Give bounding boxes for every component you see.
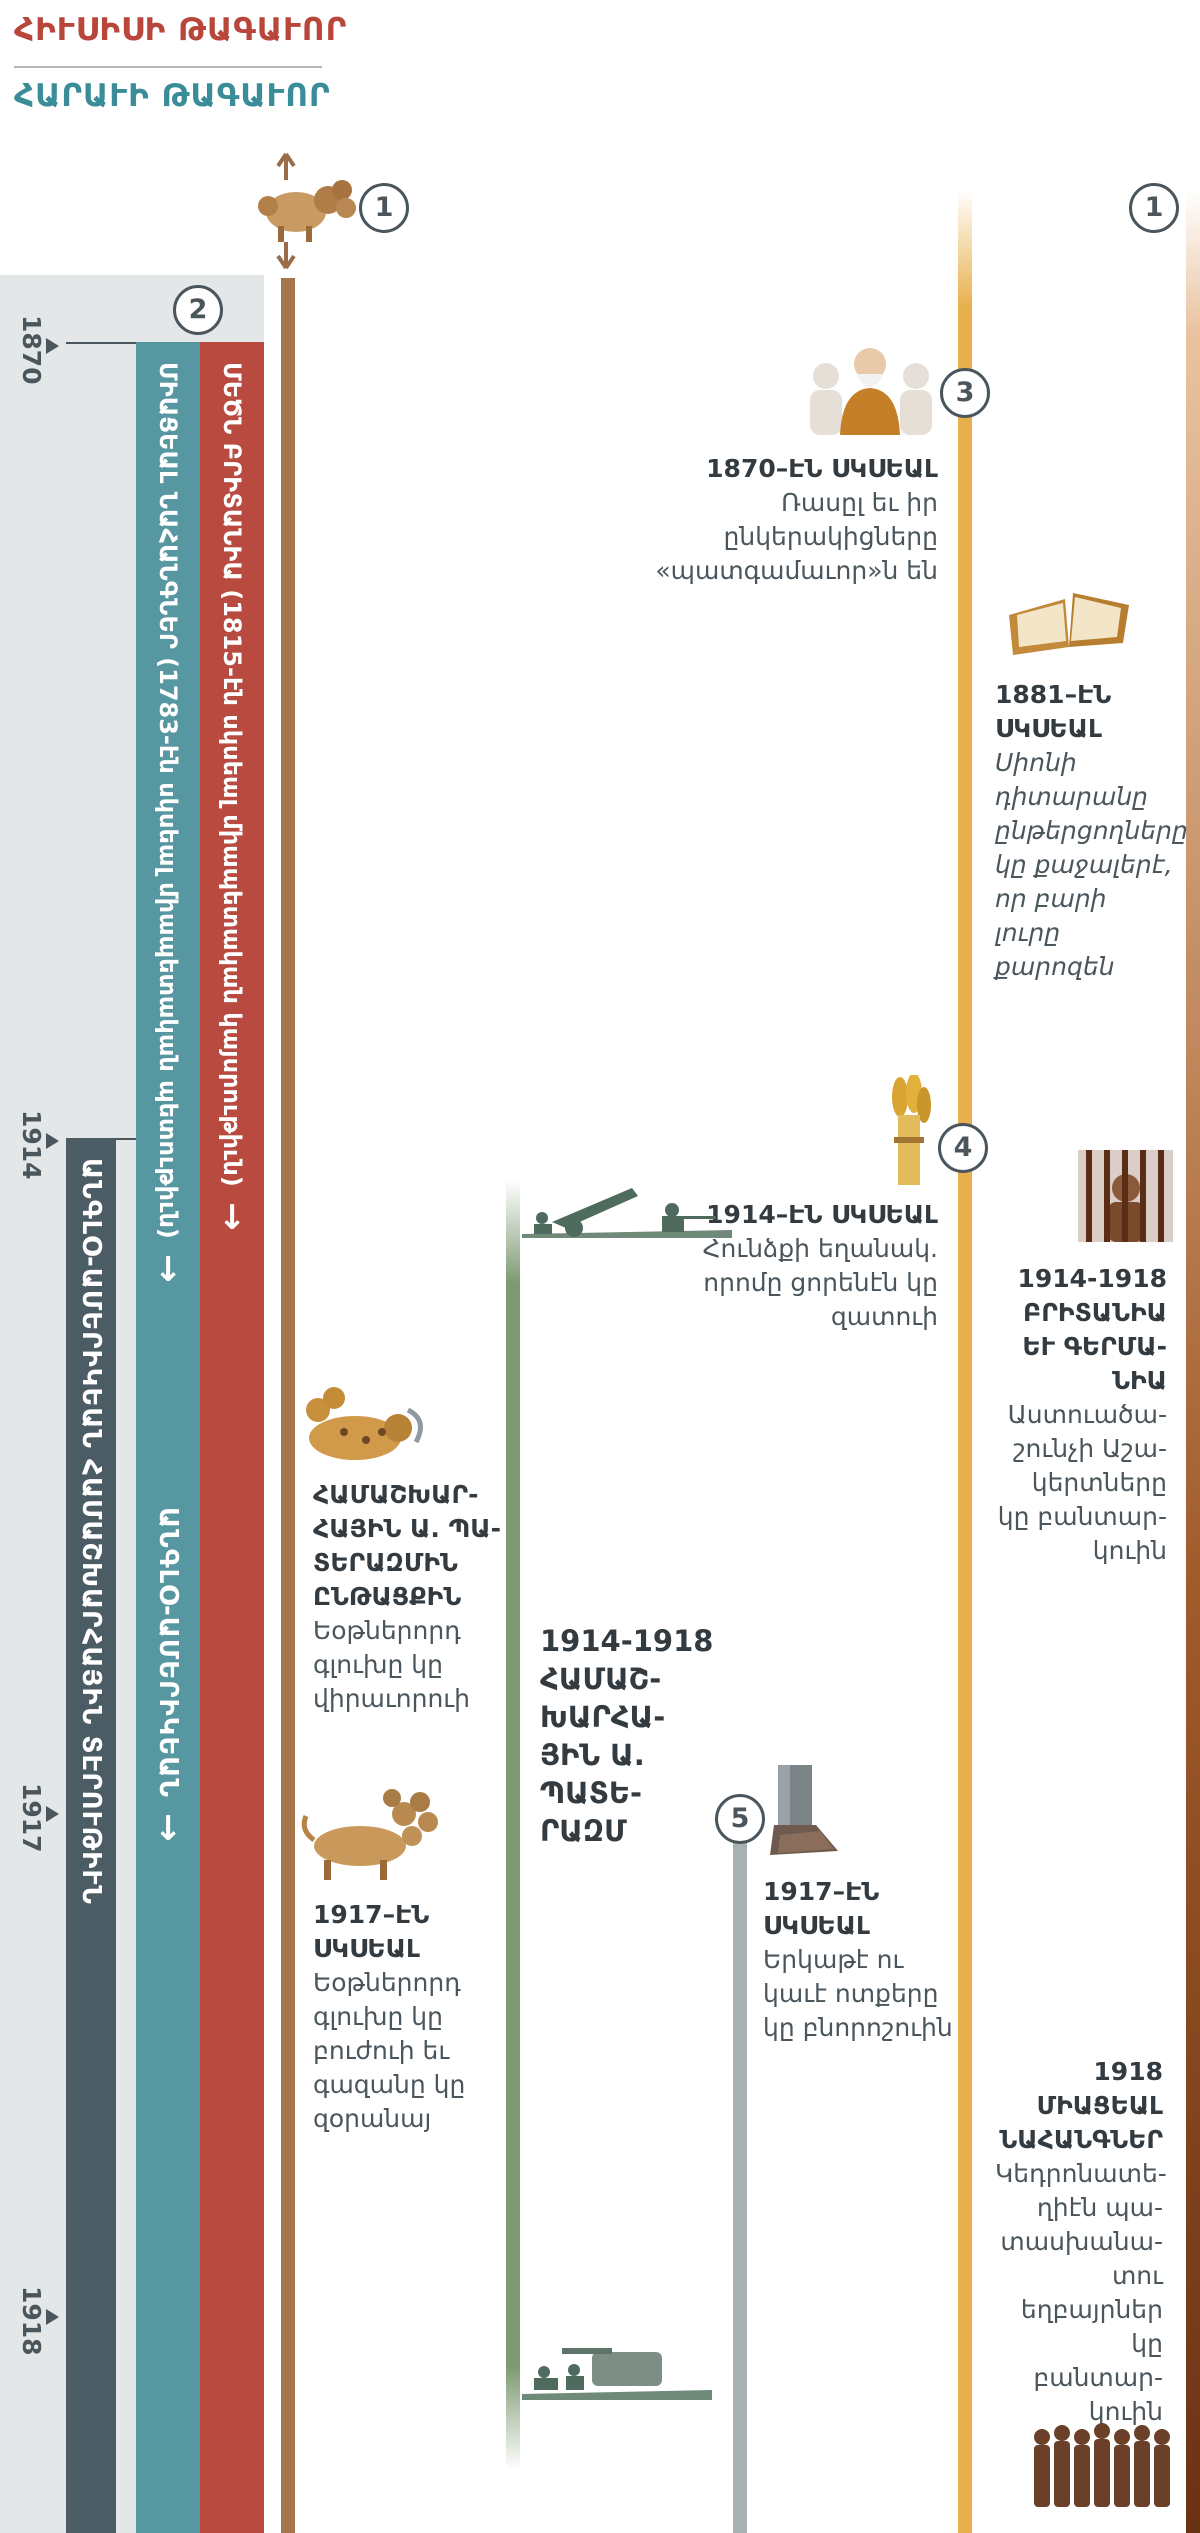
britain-bar: ՄԵԾՆ ԲՐԻՏԱՆԻԱ (1815-էն սկսեալ միապետական… [200,342,264,2533]
wheat-sheaf-icon [878,1073,940,1185]
event-wounded-head-title: ՀԱՄԱՇԽԱՐ-ՀԱՅԻՆ Ա. ՊԱ-ՏԵՐԱԶՄԻՆ ԸՆԹԱՑՔԻՆ [313,1480,501,1611]
event-1870-caption: 1870–ԷՆ ՍԿՍԵԱԼ Ռասըլ եւ իր ընկերակիցները… [640,452,938,588]
arrow-down-icon: ↓ [153,1808,183,1849]
year-arrow-icon [46,1806,59,1822]
event-1917-feet-caption: 1917–ԷՆ ՍԿՍԵԱԼ Երկաթէ ու կաւէ ոտքերը կը … [763,1875,963,2045]
north-king-heading: ՀԻՒՍԻՍԻ ԹԱԳԱՒՈՐ [14,12,348,48]
usa-bar-label: ՄԻԱՑԵԱԼ ՆԱՀԱՆԳՆԵՐ (1783-էն սկսեալ միապետ… [154,362,182,1239]
event-1918-title: 1918 ՄԻԱՑԵԱԼ ՆԱՀԱՆԳՆԵՐ [999,2057,1163,2154]
number-badge-1-right: 1 [1129,183,1179,233]
event-1917-beast-caption: 1917–ԷՆ ՍԿՍԵԱԼ Եօթներորդ գլուխը կը բուժո… [313,1898,501,2136]
iron-clay-feet-icon [760,1765,845,1860]
south-king-heading: ՀԱՐԱՒԻ ԹԱԳԱՒՈՐ [14,78,331,114]
event-1914-wheat-text: Հունձքի եղանակ. որոմը ցորենէն կը զատուի [702,1234,938,1331]
number-badge-3: 3 [940,368,990,418]
year-arrow-icon [46,1133,59,1149]
anglo-american-label: ԱՆԳԼՕ-ԱՄԵՐԻԿԵԱՆ [153,1506,183,1798]
year-arrow-icon [46,2309,59,2325]
number-badge-1-left: 1 [359,183,409,233]
year-marker-1870: 1870 [0,315,68,385]
event-1917-feet-text: Երկաթէ ու կաւէ ոտքերը կը բնորոշուին [763,1945,953,2042]
year-label: 1918 [17,2286,46,2356]
silver-timeline [733,1840,747,2533]
seven-headed-beast-icon [300,1780,445,1882]
arrow-down-icon: ↓ [153,1249,183,1290]
event-1914-prison-caption: 1914-1918 ԲՐԻՏԱՆԻԱ ԵՒ ԳԵՐՄԱ-ՆԻԱ Աստուածա… [995,1262,1167,1568]
event-1918-text: Կեդրոնատե-ղիէն պա-տասխանա-տու եղբայրներ … [995,2159,1167,2426]
gold-timeline [958,190,972,2533]
year-marker-1917: 1917 [0,1783,68,1853]
header-divider [14,66,322,68]
event-1881-title: 1881–ԷՆ ՍԿՍԵԱԼ [995,680,1112,743]
britain-bar-label: ՄԵԾՆ ԲՐԻՏԱՆԻԱ (1815-էն սկսեալ միապետական… [218,362,246,1187]
brown-timeline [281,278,295,2533]
number-badge-2: 2 [173,285,223,335]
event-1917-feet-title: 1917–ԷՆ ՍԿՍԵԱԼ [763,1877,880,1940]
year-label: 1914 [17,1110,46,1180]
event-1881-caption: 1881–ԷՆ ՍԿՍԵԱԼ Սիոնի դիտարանը ընթերցողնե… [995,678,1188,984]
soldiers-tank-icon [522,2330,712,2400]
event-1870-title: 1870–ԷՆ ՍԿՍԵԱԼ [706,454,938,483]
world-power-bar-label: ԱՆԳԼՕ-ԱՄԵՐԻԿԵԱՆ ՀԱՄԱՇԽԱՐՀԱՅԻՆ ՏԷՐՈՒԹԻՒՆ [76,1158,106,1905]
soldiers-artillery-icon [522,1170,732,1238]
year-marker-1918: 1918 [0,2286,68,2356]
russell-portrait-icon [800,340,940,435]
world-war-1-title: 1914-1918 ՀԱՄԱՇ-ԽԱՐՀԱ-ՅԻՆ Ա. ՊԱՏԵ-ՐԱԶՄ [540,1624,714,1848]
event-1914-prison-text: Աստուածա-շունչի Աշա-կերտները կը բանտար-կ… [997,1400,1167,1565]
event-1870-text: Ռասըլ եւ իր ընկերակիցները «պատգամաւոր»ն … [655,488,938,585]
number-badge-5: 5 [715,1794,765,1844]
year-label: 1917 [17,1783,46,1853]
event-1914-wheat-caption: 1914–ԷՆ ՍԿՍԵԱԼ Հունձքի եղանակ. որոմը ցոր… [690,1198,938,1334]
wounded-beast-icon [300,1380,430,1465]
event-1918-caption: 1918 ՄԻԱՑԵԱԼ ՆԱՀԱՆԳՆԵՐ Կեդրոնատե-ղիէն պա… [995,2055,1167,2429]
prison-bars-icon [1078,1150,1173,1242]
event-1881-text: Սիոնի դիտարանը ընթերցողները կը քաջալերէ,… [995,748,1188,981]
event-wounded-head-text: Եօթներորդ գլուխը կը վիրաւորուի [313,1616,470,1713]
event-1914-wheat-title: 1914–ԷՆ ՍԿՍԵԱԼ [706,1200,938,1229]
year-marker-1914: 1914 [0,1110,68,1180]
arrow-down-icon: ↓ [217,1197,247,1238]
group-of-men-icon [1030,2415,1180,2510]
event-1914-prison-title: 1914-1918 ԲՐԻՏԱՆԻԱ ԵՒ ԳԵՐՄԱ-ՆԻԱ [1017,1264,1167,1395]
world-power-bar: ԱՆԳԼՕ-ԱՄԵՐԻԿԵԱՆ ՀԱՄԱՇԽԱՐՀԱՅԻՆ ՏԷՐՈՒԹԻՒՆ [66,1138,116,2533]
bronze-timeline [1186,190,1200,2533]
green-timeline [506,1180,520,2470]
event-1917-beast-text: Եօթներորդ գլուխը կը բուժուի եւ գազանը կը… [313,1968,466,2133]
lion-beast-icon [248,150,360,272]
watchtower-magazine-icon [1005,585,1133,660]
event-wounded-head-caption: ՀԱՄԱՇԽԱՐ-ՀԱՅԻՆ Ա. ՊԱ-ՏԵՐԱԶՄԻՆ ԸՆԹԱՑՔԻՆ Ե… [313,1478,501,1716]
event-1917-beast-title: 1917–ԷՆ ՍԿՍԵԱԼ [313,1900,430,1963]
year-label: 1870 [17,315,46,385]
year-arrow-icon [46,338,59,354]
usa-bar: ՄԻԱՑԵԱԼ ՆԱՀԱՆԳՆԵՐ (1783-էն սկսեալ միապետ… [136,342,200,2533]
number-badge-4: 4 [938,1123,988,1173]
